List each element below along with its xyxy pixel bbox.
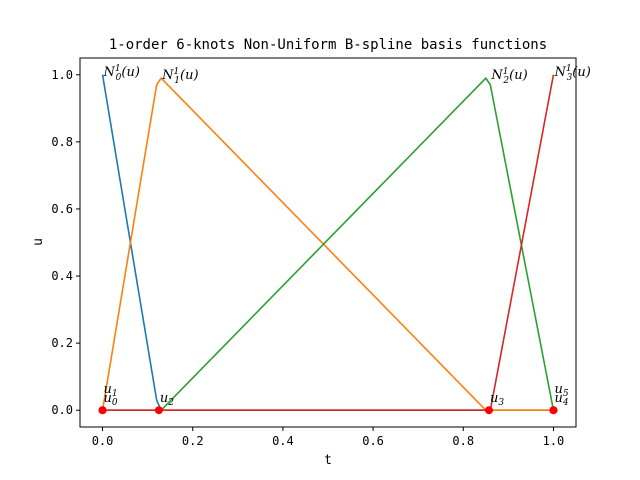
y-tick-label: 1.0 [51, 68, 73, 82]
axes-frame [79, 57, 577, 428]
x-tick-label: 0.0 [92, 434, 114, 448]
y-tick-label: 0.6 [51, 202, 73, 216]
curve-label-N0: N1 0(u) [103, 64, 140, 83]
x-tick-label: 0.8 [452, 434, 474, 448]
chart-title: 1-order 6-knots Non-Uniform B-spline bas… [109, 37, 547, 53]
y-tick-label: 0.2 [51, 336, 73, 350]
axis-ticks: 0.0 0.2 0.4 0.6 0.8 1.0 0.0 0.2 0.4 0.6 0.8 1.0 [51, 68, 564, 448]
y-tick-label: 0.0 [51, 403, 73, 417]
x-tick-label: 1.0 [543, 434, 565, 448]
series-line-N1 [101, 77, 554, 412]
knot-marker [154, 406, 163, 415]
knot-label-u2: u2 [160, 391, 174, 408]
knot-label-u3: u3 [490, 391, 504, 408]
y-tick-label: 0.8 [51, 135, 73, 149]
y-tick-label: 0.4 [51, 269, 73, 283]
x-tick-label: 0.4 [272, 434, 294, 448]
knot-label-u1: u1 [104, 382, 118, 399]
knot-label-u4: u4 [554, 391, 568, 408]
x-axis-label: t [324, 453, 332, 468]
knot-marker [98, 406, 107, 415]
curve-label-N1: N1 1(u) [161, 67, 198, 86]
x-tick-label: 0.2 [182, 434, 204, 448]
x-tick-label: 0.6 [362, 434, 384, 448]
y-axis-label: u [31, 238, 46, 246]
curve-label-N3: N1 3(u) [553, 64, 590, 83]
curve-label-N2: N1 2(u) [490, 67, 527, 86]
knot-marker [549, 406, 558, 415]
knot-label-u0: u0 [104, 391, 118, 408]
knot-label-u5: u5 [554, 382, 568, 399]
knot-marker [484, 406, 493, 415]
